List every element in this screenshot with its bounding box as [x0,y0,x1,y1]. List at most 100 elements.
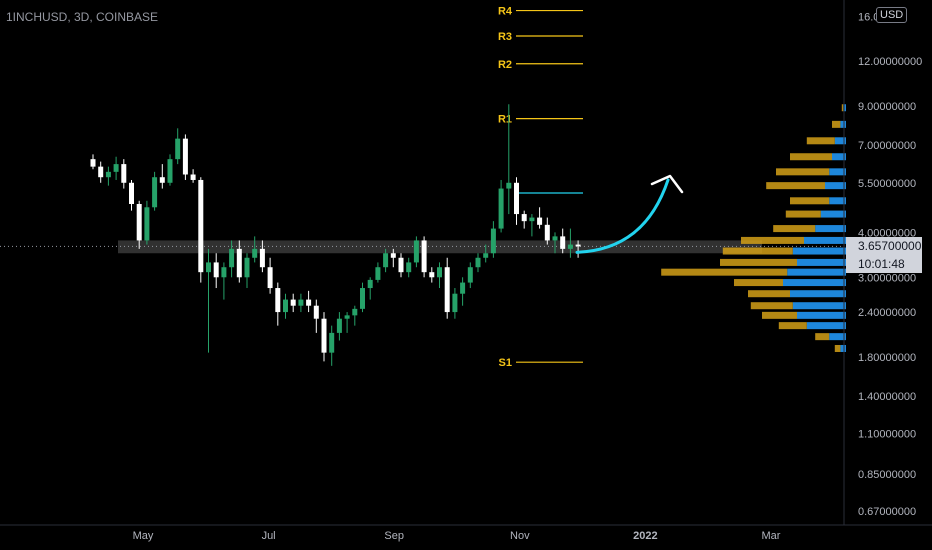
pivot-label: R3 [498,31,512,43]
candle-body [429,272,435,278]
candle-body [367,279,373,289]
price-tick-label: 1.10000000 [858,429,916,441]
candle-body [213,262,219,278]
pivot-label: R2 [498,59,512,71]
profile-bar-up [792,302,846,310]
candle-body [575,244,581,247]
profile-bar-down [785,210,821,218]
time-tick-label: Jul [262,530,276,542]
candle-body [467,267,473,283]
profile-bar-up [783,279,846,287]
candle-body [437,267,442,278]
volume-profile [661,104,846,352]
pivot-label: S1 [499,357,512,369]
candle-body [244,257,250,278]
price-tick-label: 5.50000000 [858,178,916,190]
profile-bar-down [741,236,804,244]
candle-body [421,240,427,273]
profile-bar-up [832,153,846,161]
candle-body [529,217,535,222]
candle-body [283,299,288,313]
profile-bar-down [762,311,797,319]
price-tick-label: 12.00000000 [858,56,922,68]
price-tick-label: 16.0 [858,11,879,23]
profile-bar-up [834,137,846,145]
profile-bar-down [790,197,830,205]
price-tick-label: 3.00000000 [858,272,916,284]
candle-body [182,138,188,175]
price-tick-label: 1.40000000 [858,391,916,403]
candle-body [444,267,450,313]
pivot-label: R1 [498,114,512,126]
profile-bar-up [792,247,846,255]
candle-body [567,244,573,249]
candle-body [306,299,312,306]
candle-body [267,267,273,289]
profile-bar-down [815,333,830,341]
candle-body [544,224,550,241]
last-price-badge: 3.65700000 10:01:48 [846,237,922,273]
profile-bar-down [722,247,793,255]
candle-body [406,262,412,273]
price-tick-label: 4.00000000 [858,227,916,239]
profile-bar-up [829,197,846,205]
price-tick-label: 1.80000000 [858,352,916,364]
time-tick-label: Nov [510,530,530,542]
candle-body [98,166,104,178]
candle-body [152,177,158,208]
candle-body [475,257,481,268]
profile-bar-up [787,268,846,276]
profile-bar-down [806,137,835,145]
candle-body [398,257,404,273]
profile-bar-down [841,104,844,112]
profile-bar-up [840,344,846,352]
profile-bar-down [778,322,807,330]
candle-body [336,318,342,333]
candle-body [159,177,165,183]
profile-bar-up [797,311,846,319]
symbol-label: 1INCHUSD, 3D, COINBASE [6,10,159,24]
profile-bar-down [790,153,832,161]
candlesticks [90,104,581,366]
time-axis: May Jul Sep Nov 2022 Mar [0,524,932,542]
price-tick-label: 0.85000000 [858,469,916,481]
price-axis: 16.0 12.00000000 9.00000000 7.00000000 5.500… [843,0,922,525]
projection-arrowhead [650,174,684,194]
candle-body [313,305,319,319]
profile-bar-down [776,168,830,176]
pivot-label: R4 [498,6,513,18]
candle-body [206,262,211,273]
candle-body [560,236,566,249]
profile-bar-up [797,258,846,266]
candle-body [452,293,458,313]
candle-body [298,299,304,306]
candle-body [390,253,396,258]
candle-body [413,240,419,263]
profile-bar-down [832,120,841,128]
profile-bar-up [806,322,846,330]
currency-button[interactable]: USD [876,7,908,23]
candle-body [498,188,504,229]
profile-bar-up [790,290,846,298]
candle-body [344,315,350,319]
profile-bar-up [804,236,846,244]
time-tick-label: May [133,530,154,542]
candle-body [483,253,489,258]
candle-body [252,248,258,258]
candle-body [121,164,127,183]
candle-body [259,248,265,268]
candle-body [290,299,296,306]
profile-bar-down [734,279,783,287]
candle-body [198,179,204,273]
candle-body [113,164,119,172]
candle-body [175,138,181,160]
price-tick-label: 7.00000000 [858,140,916,152]
profile-bar-up [815,225,846,233]
candle-body [221,267,227,278]
profile-bar-up [829,333,846,341]
price-tick-label: 0.67000000 [858,506,916,518]
candle-body [129,182,134,205]
candle-body [167,159,173,183]
candle-body [329,332,335,353]
